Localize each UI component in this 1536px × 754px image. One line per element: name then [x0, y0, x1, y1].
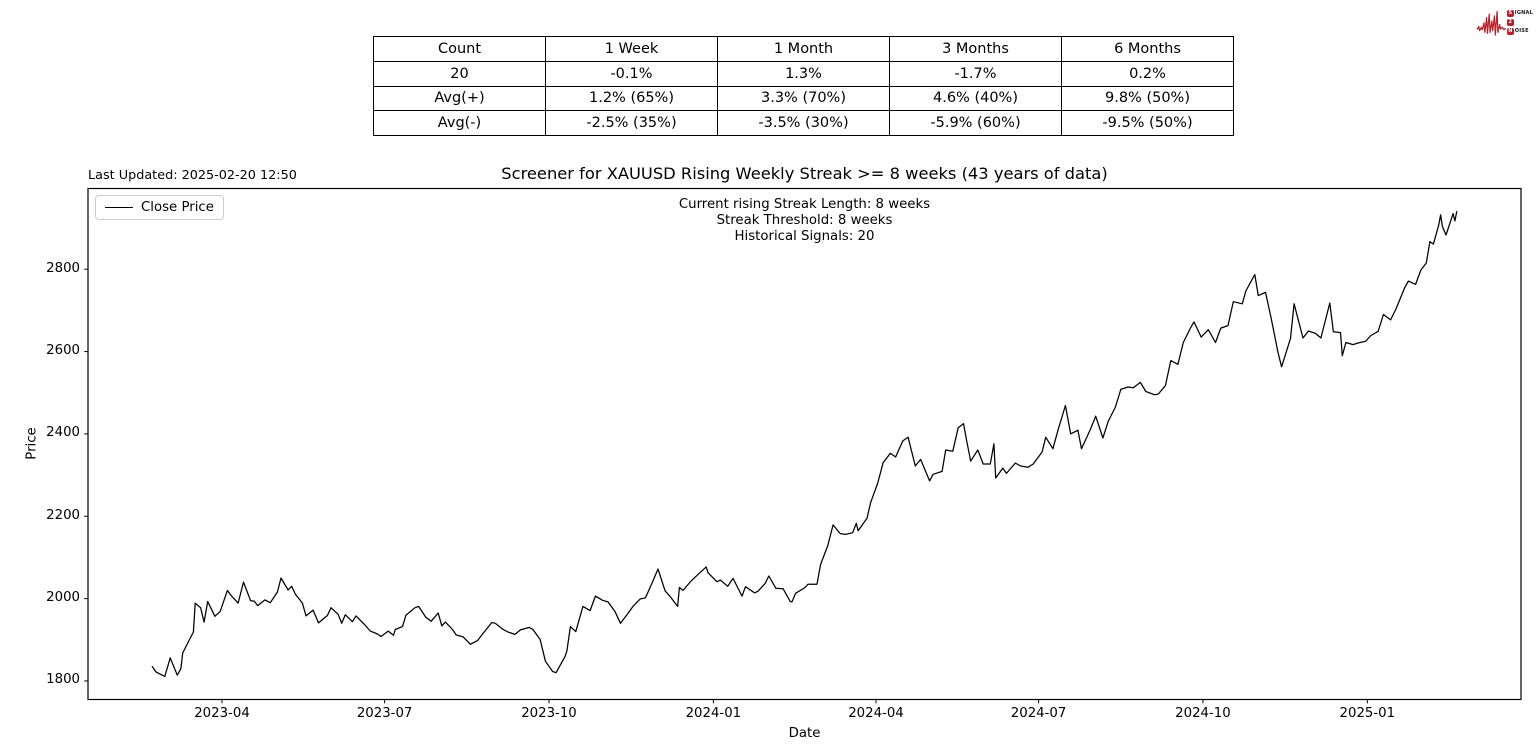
- stats-cell: 1.2% (65%): [545, 85, 718, 112]
- plot-frame: [87, 187, 1522, 701]
- y-tick-label: 2600: [46, 343, 80, 359]
- stats-data-row: Avg(-) -2.5% (35%) -3.5% (30%) -5.9% (60%) -…: [373, 110, 1234, 137]
- legend: Close Price: [95, 195, 224, 220]
- logo-word-oise: OISE: [1514, 27, 1529, 34]
- y-tick-label: 2800: [46, 260, 80, 276]
- stats-cell: 6 Months: [1061, 36, 1234, 62]
- stats-cell: -1.7%: [889, 60, 1062, 87]
- stats-cell: 20: [373, 60, 546, 87]
- x-tick-label: 2024-04: [848, 706, 904, 721]
- annotation-current-streak: Current rising Streak Length: 8 weeks: [678, 197, 931, 212]
- stats-cell: -2.5% (35%): [545, 110, 718, 137]
- stats-table: Count 1 Week 1 Month 3 Months 6 Months 20 -0.1…: [373, 36, 1234, 137]
- x-tick-label: 2024-07: [1010, 706, 1067, 721]
- logo-badge-2: 2: [1506, 18, 1514, 26]
- signal2noise-logo: S IGNAL 2 N OISE: [1477, 3, 1533, 41]
- logo-word-ignal: IGNAL: [1514, 9, 1533, 16]
- x-tick-label: 2024-01: [685, 706, 742, 721]
- stats-data-row: Avg(+) 1.2% (65%) 3.3% (70%) 4.6% (40%) 9.8%…: [373, 85, 1234, 112]
- close-price-line: [151, 210, 1458, 678]
- y-tick-label: 2400: [46, 425, 80, 441]
- x-tick-label: 2023-07: [356, 706, 413, 721]
- stats-cell: -0.1%: [545, 60, 718, 87]
- y-tick-label: 2200: [46, 507, 80, 523]
- stats-cell: 1 Week: [545, 36, 718, 62]
- x-axis-title: Date: [788, 726, 821, 741]
- stats-cell: Avg(+): [373, 85, 546, 112]
- stats-cell: -9.5% (50%): [1061, 110, 1234, 137]
- stats-header-row: Count 1 Week 1 Month 3 Months 6 Months: [373, 36, 1234, 62]
- stats-cell: 0.2%: [1061, 60, 1234, 87]
- logo-badge-s: S: [1506, 9, 1514, 17]
- stats-cell: -3.5% (30%): [717, 110, 890, 137]
- y-tick-label: 2000: [46, 590, 80, 606]
- annotation-historical-signals: Historical Signals: 20: [734, 229, 875, 245]
- stats-cell: 4.6% (40%): [889, 85, 1062, 112]
- stats-data-row: 20 -0.1% 1.3% -1.7% 0.2%: [373, 60, 1234, 87]
- last-updated-label: Last Updated: 2025-02-20 12:50: [88, 168, 297, 183]
- legend-label: Close Price: [141, 200, 214, 215]
- chart-title: Screener for XAUUSD Rising Weekly Streak…: [501, 164, 1108, 183]
- logo-waveform-icon: [1477, 10, 1506, 36]
- x-tick-label: 2024-10: [1175, 706, 1231, 721]
- stats-cell: 3.3% (70%): [717, 85, 890, 112]
- logo-wordmark: S IGNAL 2 N OISE: [1506, 9, 1533, 35]
- annotation-streak-threshold: Streak Threshold: 8 weeks: [716, 213, 893, 229]
- stats-cell: Avg(-): [373, 110, 546, 137]
- x-tick-label: 2023-10: [521, 706, 577, 721]
- stats-cell: 3 Months: [889, 36, 1062, 62]
- legend-line-sample: [105, 207, 133, 208]
- stats-cell: -5.9% (60%): [889, 110, 1062, 137]
- x-tick-label: 2023-04: [194, 706, 250, 721]
- stats-cell: 9.8% (50%): [1061, 85, 1234, 112]
- logo-badge-n: N: [1506, 27, 1514, 35]
- x-tick-label: 2025-01: [1339, 706, 1396, 721]
- y-tick-label: 1800: [46, 672, 80, 688]
- chart-annotations: Current rising Streak Length: 8 weeks St…: [88, 197, 1521, 246]
- stats-cell: 1.3%: [717, 60, 890, 87]
